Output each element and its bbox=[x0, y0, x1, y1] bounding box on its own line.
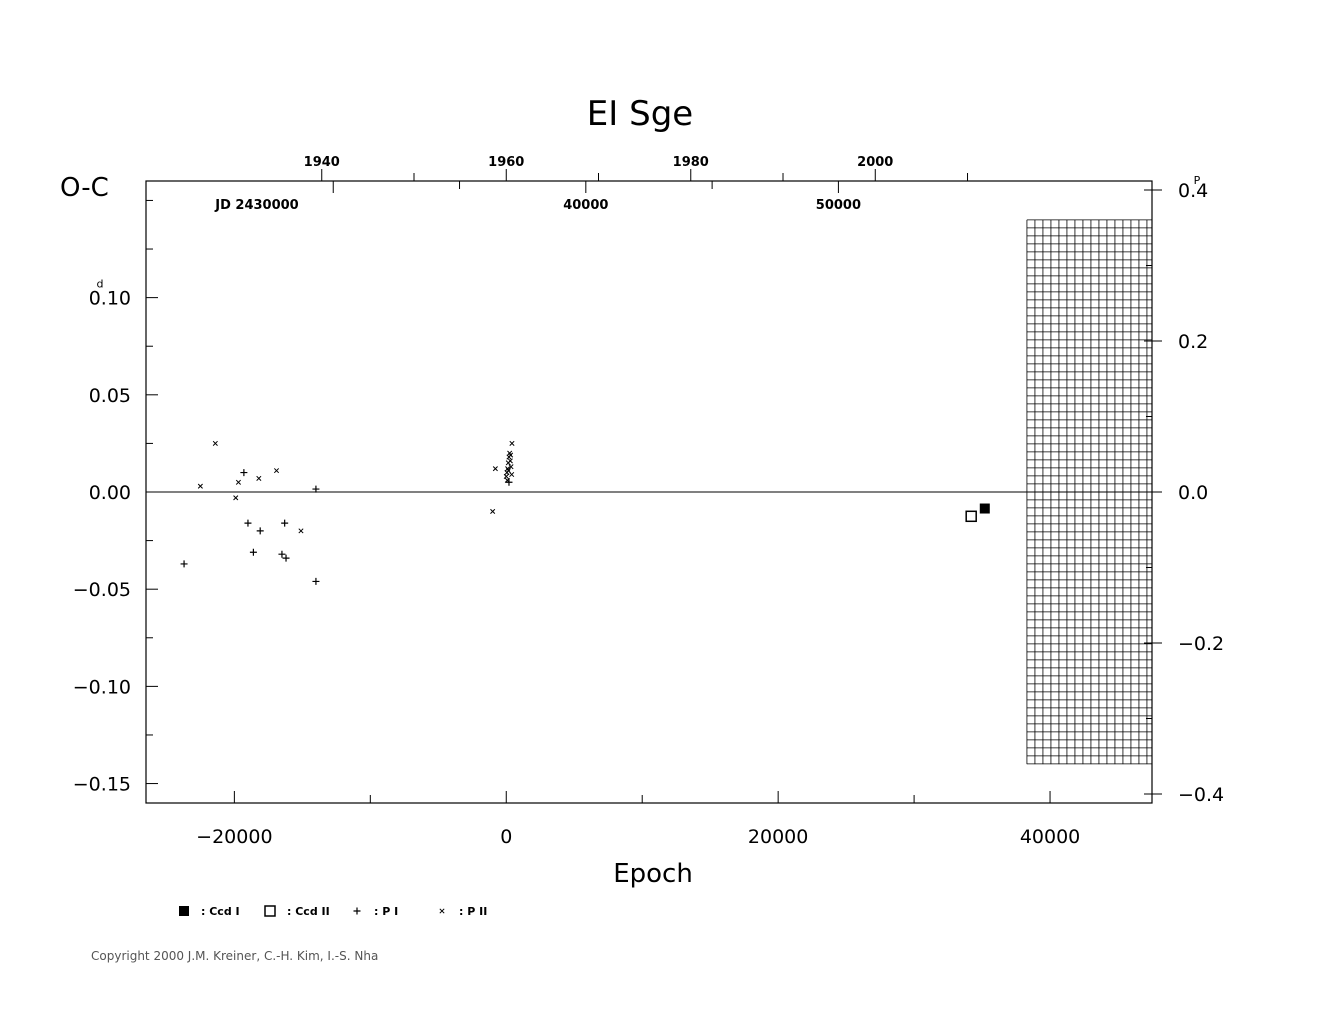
data-point-x bbox=[508, 464, 514, 470]
data-point-x bbox=[235, 479, 241, 485]
jd-tick-label: 50000 bbox=[816, 198, 861, 213]
data-point-plus bbox=[249, 548, 257, 556]
right-tick-label: −0.4 bbox=[1178, 784, 1224, 806]
y-tick-label: −0.15 bbox=[73, 774, 131, 796]
y-tick-label: −0.05 bbox=[73, 579, 131, 601]
jd-tick-label: 40000 bbox=[563, 198, 608, 213]
y-tick-label: 0.00 bbox=[89, 482, 131, 504]
y-tick-label: −0.10 bbox=[73, 676, 131, 698]
jd-tick-label: JD 2430000 bbox=[214, 198, 298, 213]
y-tick-label: 0.05 bbox=[89, 385, 131, 407]
data-point-x bbox=[298, 528, 304, 534]
data-point-x bbox=[507, 458, 513, 464]
data-point-x bbox=[490, 508, 496, 514]
data-point-x bbox=[256, 475, 262, 481]
legend-label: : Ccd I bbox=[201, 905, 240, 918]
right-tick-label: 0.0 bbox=[1178, 482, 1208, 504]
data-point-plus bbox=[256, 527, 264, 535]
data-point-x bbox=[505, 468, 511, 474]
legend-marker bbox=[264, 905, 276, 917]
year-tick-label: 1980 bbox=[673, 155, 709, 170]
data-point-plus bbox=[312, 485, 320, 493]
data-point-x bbox=[504, 477, 510, 483]
y-axis-label: O-C bbox=[60, 173, 109, 203]
data-point-x bbox=[503, 473, 509, 480]
legend-marker bbox=[439, 908, 445, 914]
y-unit-superscript: d bbox=[97, 278, 104, 291]
data-point-x bbox=[509, 440, 515, 446]
data-point-open-square bbox=[965, 510, 977, 523]
chart-title: EI Sge bbox=[587, 94, 693, 134]
x-tick-label: 20000 bbox=[748, 826, 808, 848]
year-tick-label: 1960 bbox=[488, 155, 524, 170]
data-point-plus bbox=[282, 554, 290, 562]
data-point-x bbox=[233, 495, 239, 501]
data-point-x bbox=[273, 468, 280, 474]
legend-marker bbox=[353, 907, 361, 915]
data-point-plus bbox=[278, 550, 286, 558]
data-point-plus bbox=[240, 469, 248, 477]
data-point-x bbox=[492, 466, 498, 472]
right-tick-label: 0.2 bbox=[1178, 331, 1208, 353]
data-point-filled-square bbox=[979, 503, 990, 514]
x-tick-label: −20000 bbox=[196, 826, 272, 848]
data-point-plus bbox=[312, 577, 320, 585]
legend-marker bbox=[179, 906, 189, 916]
data-point-x bbox=[197, 483, 203, 489]
year-tick-label: 2000 bbox=[857, 155, 893, 170]
y-tick-label: 0.10 bbox=[89, 288, 131, 310]
right-tick-label: 0.4 bbox=[1178, 180, 1208, 202]
x-tick-label: 0 bbox=[500, 826, 512, 848]
data-point-plus bbox=[180, 560, 188, 568]
year-tick-label: 1940 bbox=[304, 155, 340, 170]
legend-label: : Ccd II bbox=[287, 905, 330, 918]
data-point-x bbox=[212, 440, 218, 446]
x-axis-label: Epoch bbox=[613, 859, 693, 889]
data-point-plus bbox=[281, 519, 289, 527]
legend-label: : P I bbox=[374, 905, 398, 918]
right-tick-label: −0.2 bbox=[1178, 633, 1224, 655]
x-tick-label: 40000 bbox=[1020, 826, 1080, 848]
copyright-notice: Copyright 2000 J.M. Kreiner, C.-H. Kim, … bbox=[91, 949, 379, 963]
legend-label: : P II bbox=[459, 905, 487, 918]
right-unit-superscript: P bbox=[1194, 174, 1201, 187]
data-point-plus bbox=[244, 519, 252, 527]
data-point-x bbox=[508, 452, 514, 458]
